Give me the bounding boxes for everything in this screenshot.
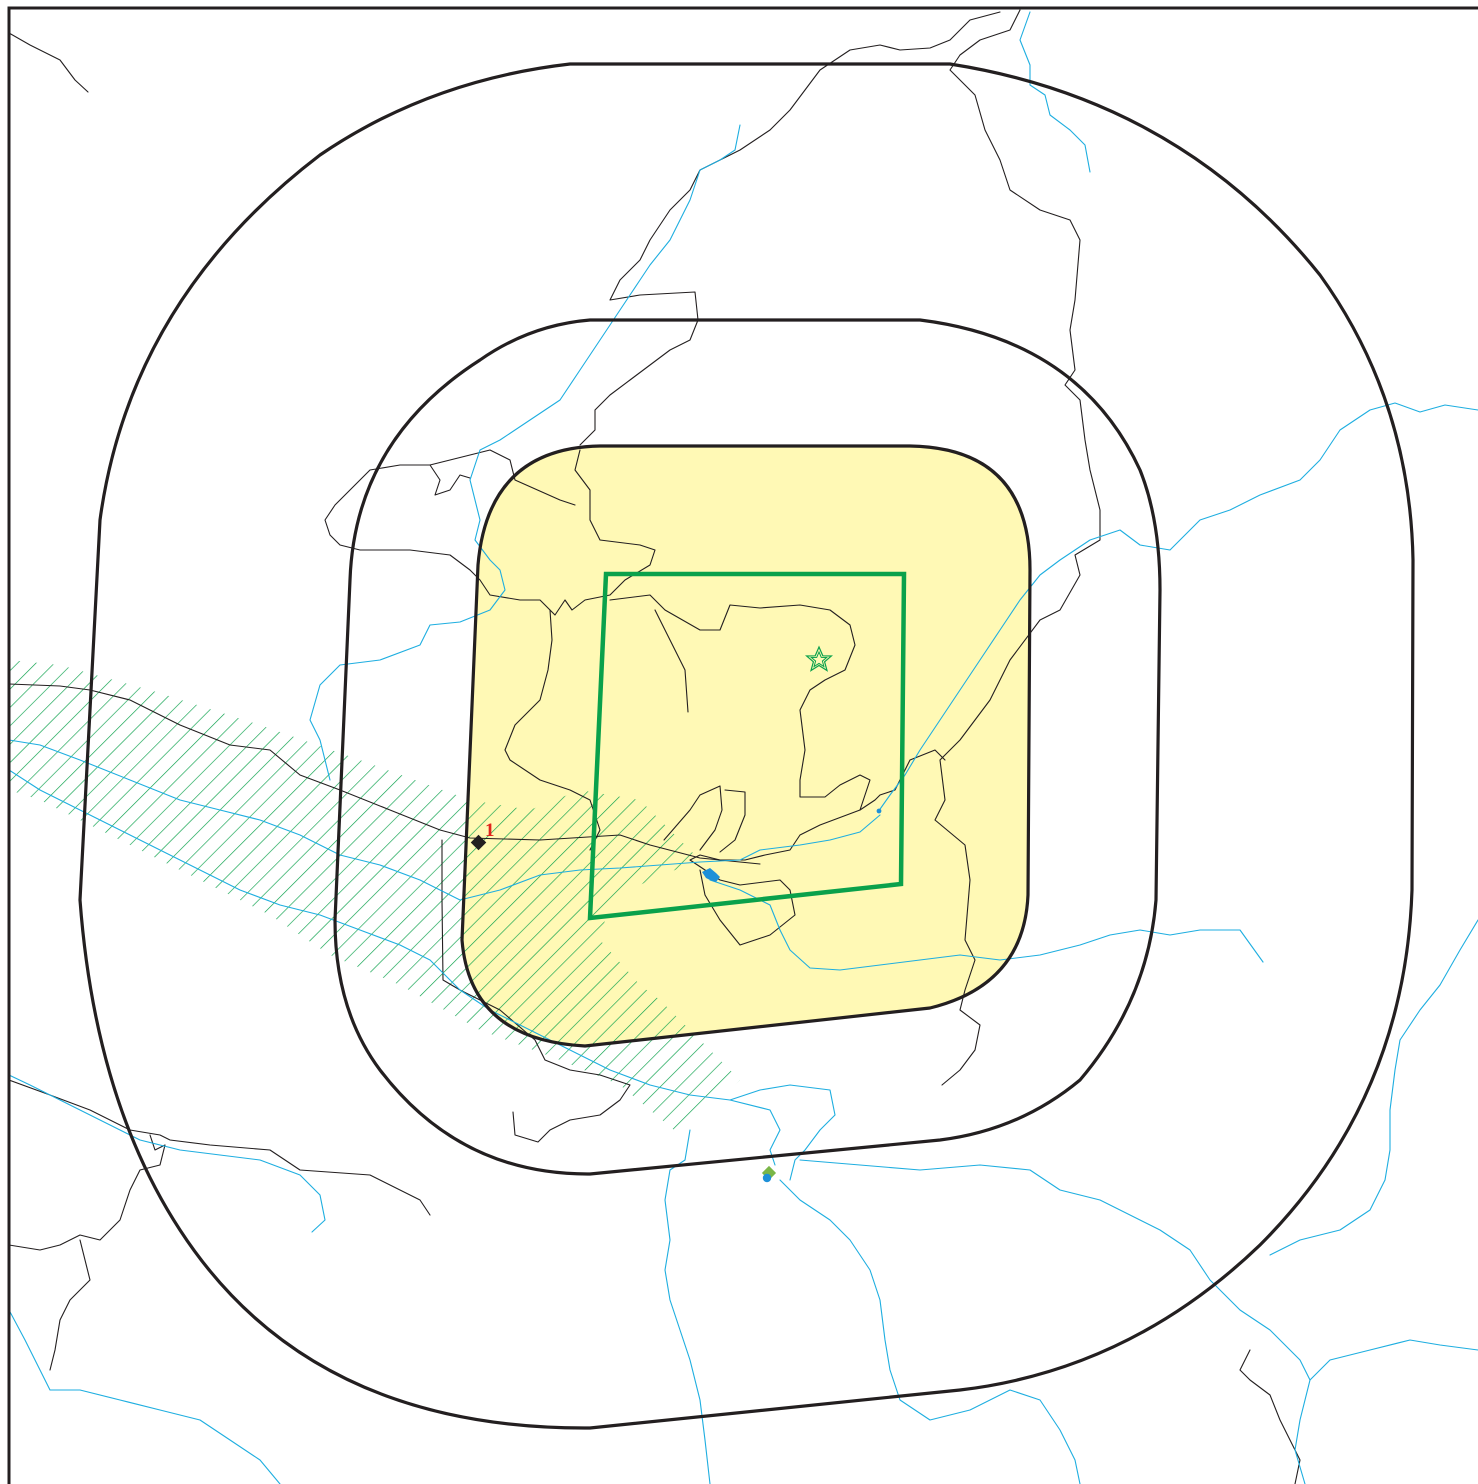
green-blue-marker-icon[interactable] xyxy=(761,1165,777,1183)
lake-icon xyxy=(702,868,720,882)
point-1-label: 1 xyxy=(485,820,495,841)
site-boundary[interactable] xyxy=(587,571,907,921)
road xyxy=(609,594,871,946)
rivers-layer xyxy=(9,11,1478,1484)
river xyxy=(9,1309,281,1484)
road xyxy=(9,32,89,93)
road xyxy=(324,449,656,616)
road xyxy=(859,749,946,811)
road xyxy=(441,839,631,1143)
buffer-ring-inner[interactable] xyxy=(460,444,1032,1048)
river xyxy=(1309,1339,1478,1381)
river xyxy=(729,1084,836,1181)
river xyxy=(779,1179,1081,1484)
road xyxy=(719,789,746,853)
road xyxy=(429,464,471,496)
river xyxy=(664,1129,711,1484)
river xyxy=(1269,919,1478,1256)
river xyxy=(9,739,881,901)
road xyxy=(663,785,723,851)
river xyxy=(9,1074,326,1233)
river xyxy=(709,879,1264,971)
hatched-corridor[interactable] xyxy=(9,660,740,1135)
road xyxy=(579,11,1001,446)
road xyxy=(1239,1349,1301,1484)
map-frame xyxy=(7,6,1478,1484)
spring-icon xyxy=(876,808,882,814)
road xyxy=(654,609,689,713)
road xyxy=(49,1239,91,1371)
road xyxy=(504,609,601,851)
river xyxy=(877,402,1478,813)
river xyxy=(799,1159,1311,1484)
river xyxy=(1019,11,1091,173)
road xyxy=(934,9,1101,1086)
buffer-ring-outer[interactable] xyxy=(78,62,1415,1430)
buffer-rings xyxy=(78,62,1415,1430)
river xyxy=(9,769,781,1166)
road xyxy=(9,1079,431,1216)
roads-layer xyxy=(9,9,1301,1484)
buffer-ring-middle[interactable] xyxy=(333,318,1162,1176)
river xyxy=(309,124,741,781)
star-icon[interactable] xyxy=(805,645,833,672)
